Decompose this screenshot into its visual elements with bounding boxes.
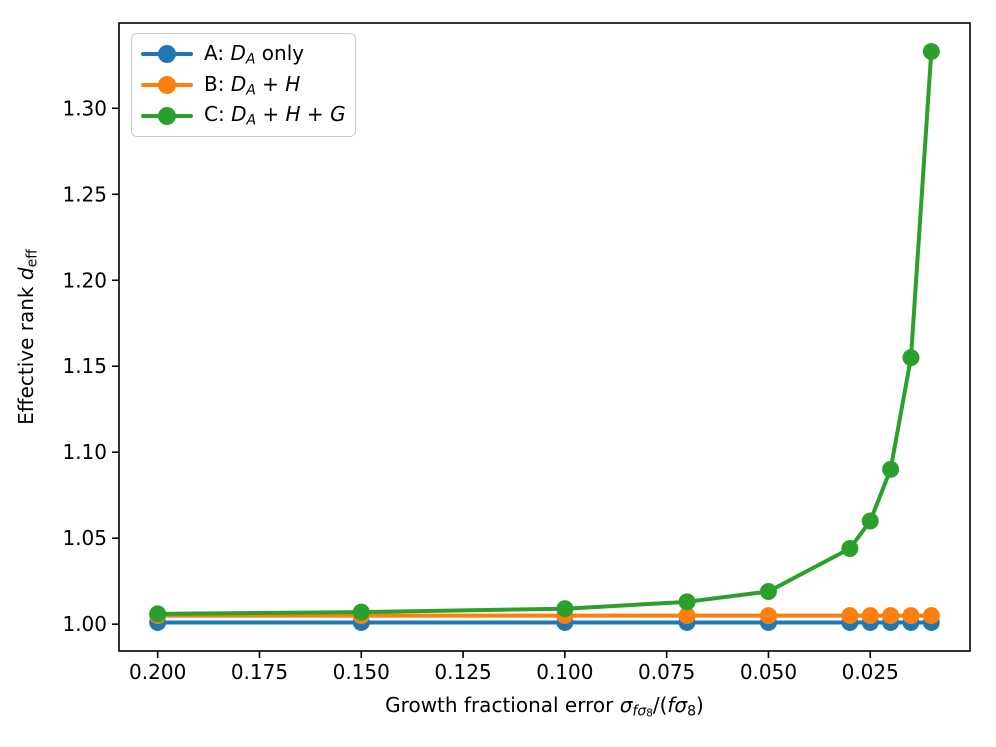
label-segment: A [246, 82, 256, 99]
axes-frame [118, 22, 971, 652]
data-point-B-0.015 [902, 607, 920, 625]
legend-item-A: A: DA only [141, 41, 346, 68]
legend-sample-marker [158, 106, 176, 125]
label-segment: Growth fractional error [385, 693, 620, 717]
label-segment: 8 [646, 707, 653, 720]
data-point-C-0.05 [759, 583, 777, 601]
data-point-C-0.025 [861, 512, 879, 530]
label-segment: d [13, 267, 38, 281]
data-point-C-0.2 [149, 605, 167, 623]
label-segment: H [285, 71, 301, 96]
data-point-B-0.02 [882, 607, 900, 625]
y-tick-label: 1.25 [62, 182, 107, 206]
x-tick-label: 0.025 [842, 660, 899, 684]
label-segment: C: [204, 102, 232, 127]
legend-sample-icon-A [141, 45, 193, 64]
y-tick-label: 1.20 [62, 268, 107, 292]
x-tick-label: 0.200 [129, 660, 186, 684]
label-segment: /( [652, 693, 668, 717]
x-tick-label: 0.075 [638, 660, 695, 684]
data-point-B-0.03 [841, 607, 859, 625]
data-point-B-0.01 [922, 607, 940, 625]
x-tick-label: 0.100 [536, 660, 593, 684]
legend: A: DA only B: DA + H C: DA + H + G [131, 33, 356, 137]
y-tick-label: 1.00 [62, 612, 107, 636]
y-tick-label: 1.10 [62, 440, 107, 464]
label-segment: D [230, 41, 246, 66]
label-segment: fσ [632, 703, 647, 720]
data-point-B-0.05 [759, 607, 777, 625]
x-tick-label: 0.050 [740, 660, 797, 684]
legend-item-B: B: DA + H [141, 72, 346, 99]
label-segment: D [230, 71, 247, 96]
label-segment: 8 [687, 703, 697, 720]
data-point-C-0.15 [352, 603, 370, 621]
label-segment: A [245, 51, 256, 68]
data-point-C-0.1 [556, 600, 574, 618]
data-point-C-0.07 [678, 593, 696, 611]
y-tick-label: 1.30 [62, 96, 107, 120]
data-point-C-0.02 [882, 460, 900, 478]
label-segment: H [285, 102, 301, 127]
y-axis-label: Effective rank deff [14, 249, 41, 425]
y-tick-label: 1.05 [62, 526, 107, 550]
data-point-B-0.025 [861, 607, 879, 625]
label-segment: + [255, 71, 286, 96]
x-tick-label: 0.175 [231, 660, 288, 684]
legend-item-C: C: DA + H + G [141, 102, 346, 129]
legend-sample-marker [158, 76, 176, 94]
label-segment: σ [619, 693, 633, 717]
label-segment: fσ [667, 693, 688, 717]
label-segment: eff [24, 249, 41, 268]
label-segment: D [231, 102, 247, 127]
label-segment: + [256, 102, 286, 127]
label-segment: G [330, 102, 346, 127]
label-segment: only [255, 41, 305, 66]
data-point-B-0.07 [678, 607, 696, 625]
label-segment: ) [696, 693, 704, 717]
data-point-C-0.015 [902, 349, 920, 367]
legend-item-label: C: DA + H + G [204, 102, 346, 129]
legend-sample-icon-C [141, 106, 193, 125]
legend-sample-marker [158, 45, 176, 64]
label-segment: A: [204, 41, 231, 66]
x-tick-label: 0.125 [434, 660, 491, 684]
data-point-C-0.01 [922, 43, 940, 61]
label-segment: A [246, 112, 257, 129]
x-axis-label: Growth fractional error σfσ8/(fσ8) [119, 693, 970, 720]
label-segment: Effective rank [13, 280, 38, 425]
legend-item-label: A: DA only [204, 41, 304, 68]
x-tick-label: 0.150 [333, 660, 390, 684]
series-line-C [155, 49, 934, 616]
label-segment: B: [204, 71, 231, 96]
legend-item-label: B: DA + H [204, 72, 300, 99]
y-tick-label: 1.15 [62, 354, 107, 378]
label-segment: + [300, 102, 331, 127]
legend-sample-icon-B [141, 76, 193, 94]
data-point-C-0.03 [841, 540, 859, 558]
